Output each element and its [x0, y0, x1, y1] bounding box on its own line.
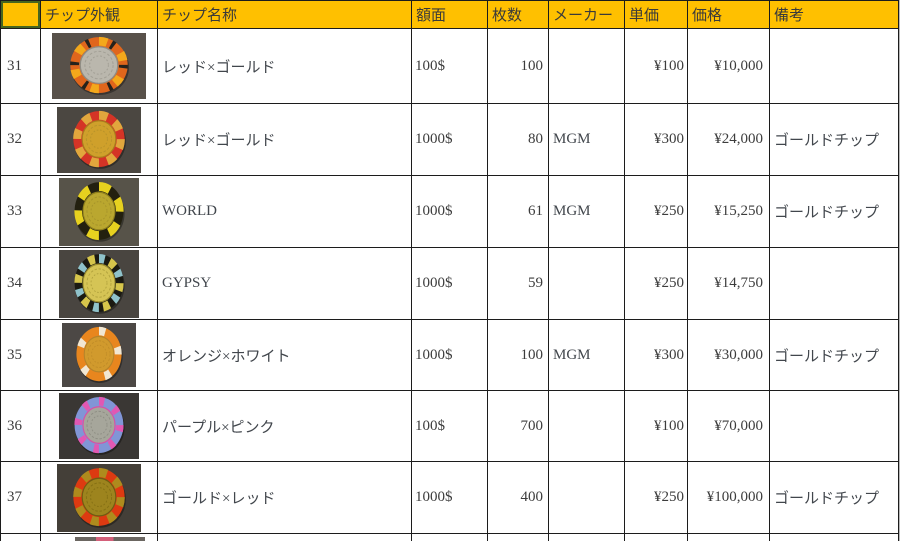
price-cell[interactable]: ¥15,250: [688, 176, 770, 248]
chip-name-cell[interactable]: パープル×ピンク: [158, 391, 412, 462]
chip-photo-cell[interactable]: [41, 104, 158, 176]
maker-cell[interactable]: MGM: [549, 320, 625, 391]
chip-image[interactable]: [59, 249, 139, 318]
chip-image[interactable]: [57, 463, 141, 532]
partial-row-cell: [488, 534, 549, 541]
note-cell[interactable]: ゴールドチップ: [770, 104, 899, 176]
count-cell[interactable]: 59: [488, 248, 549, 320]
row-number[interactable]: 37: [1, 462, 41, 534]
count-cell[interactable]: 100: [488, 320, 549, 391]
next-column-gridline: [899, 0, 900, 541]
chip-name-cell[interactable]: WORLD: [158, 176, 412, 248]
count-cell[interactable]: 100: [488, 29, 549, 104]
row-number[interactable]: 36: [1, 391, 41, 462]
header-cell-note[interactable]: 備考: [770, 1, 899, 29]
unit-price-cell[interactable]: ¥100: [625, 29, 688, 104]
count-cell[interactable]: 80: [488, 104, 549, 176]
header-cell-count[interactable]: 枚数: [488, 1, 549, 29]
count-cell[interactable]: 400: [488, 462, 549, 534]
chip-image[interactable]: [59, 393, 139, 459]
row-number[interactable]: 31: [1, 29, 41, 104]
header-cell-maker[interactable]: メーカー: [549, 1, 625, 29]
header-cell-unit-price[interactable]: 単価: [625, 1, 688, 29]
row-number[interactable]: 32: [1, 104, 41, 176]
partial-row-cell: [625, 534, 688, 541]
partial-row-cell: [688, 534, 770, 541]
face-value-cell[interactable]: 100$: [412, 29, 488, 104]
price-cell[interactable]: ¥100,000: [688, 462, 770, 534]
header-cell-appearance[interactable]: チップ外観: [41, 1, 158, 29]
chip-photo-cell[interactable]: [41, 391, 158, 462]
chip-image[interactable]: [62, 323, 136, 387]
unit-price-cell[interactable]: ¥300: [625, 320, 688, 391]
price-cell[interactable]: ¥30,000: [688, 320, 770, 391]
count-cell[interactable]: 700: [488, 391, 549, 462]
chip-photo-cell[interactable]: [41, 176, 158, 248]
note-cell[interactable]: ゴールドチップ: [770, 176, 899, 248]
partial-row-cell: [158, 534, 412, 541]
partial-row-cell: [770, 534, 899, 541]
partial-row-cell: [1, 534, 41, 541]
price-cell[interactable]: ¥24,000: [688, 104, 770, 176]
price-cell[interactable]: ¥10,000: [688, 29, 770, 104]
chip-name-cell[interactable]: GYPSY: [158, 248, 412, 320]
partial-row-cell: [412, 534, 488, 541]
maker-cell[interactable]: MGM: [549, 176, 625, 248]
next-chip-photo-top: [75, 537, 145, 541]
maker-cell[interactable]: MGM: [549, 104, 625, 176]
note-cell[interactable]: [770, 391, 899, 462]
note-cell[interactable]: [770, 29, 899, 104]
header-cell-blank[interactable]: [1, 1, 41, 29]
maker-cell[interactable]: [549, 462, 625, 534]
chip-name-cell[interactable]: レッド×ゴールド: [158, 29, 412, 104]
unit-price-cell[interactable]: ¥250: [625, 248, 688, 320]
unit-price-cell[interactable]: ¥250: [625, 176, 688, 248]
maker-cell[interactable]: [549, 29, 625, 104]
count-cell[interactable]: 61: [488, 176, 549, 248]
row-number[interactable]: 34: [1, 248, 41, 320]
unit-price-cell[interactable]: ¥300: [625, 104, 688, 176]
face-value-cell[interactable]: 1000$: [412, 248, 488, 320]
header-cell-name[interactable]: チップ名称: [158, 1, 412, 29]
price-cell[interactable]: ¥70,000: [688, 391, 770, 462]
header-cell-price[interactable]: 価格: [688, 1, 770, 29]
face-value-cell[interactable]: 1000$: [412, 462, 488, 534]
note-cell[interactable]: [770, 248, 899, 320]
unit-price-cell[interactable]: ¥250: [625, 462, 688, 534]
chip-name-cell[interactable]: ゴールド×レッド: [158, 462, 412, 534]
face-value-cell[interactable]: 1000$: [412, 320, 488, 391]
row-number[interactable]: 35: [1, 320, 41, 391]
chip-name-cell[interactable]: レッド×ゴールド: [158, 104, 412, 176]
chip-photo-cell[interactable]: [41, 248, 158, 320]
note-cell[interactable]: ゴールドチップ: [770, 320, 899, 391]
row-number[interactable]: 33: [1, 176, 41, 248]
header-cell-face-value[interactable]: 額面: [412, 1, 488, 29]
partial-row-cell: [549, 534, 625, 541]
partial-row-image-cell: [41, 534, 158, 541]
chip-image[interactable]: [52, 33, 146, 99]
chip-image[interactable]: [57, 106, 141, 173]
face-value-cell[interactable]: 100$: [412, 391, 488, 462]
chip-photo-cell[interactable]: [41, 320, 158, 391]
maker-cell[interactable]: [549, 391, 625, 462]
chip-photo-cell[interactable]: [41, 462, 158, 534]
price-cell[interactable]: ¥14,750: [688, 248, 770, 320]
maker-cell[interactable]: [549, 248, 625, 320]
face-value-cell[interactable]: 1000$: [412, 104, 488, 176]
chip-photo-cell[interactable]: [41, 29, 158, 104]
face-value-cell[interactable]: 1000$: [412, 176, 488, 248]
unit-price-cell[interactable]: ¥100: [625, 391, 688, 462]
chip-name-cell[interactable]: オレンジ×ホワイト: [158, 320, 412, 391]
chip-image[interactable]: [59, 177, 139, 246]
note-cell[interactable]: ゴールドチップ: [770, 462, 899, 534]
